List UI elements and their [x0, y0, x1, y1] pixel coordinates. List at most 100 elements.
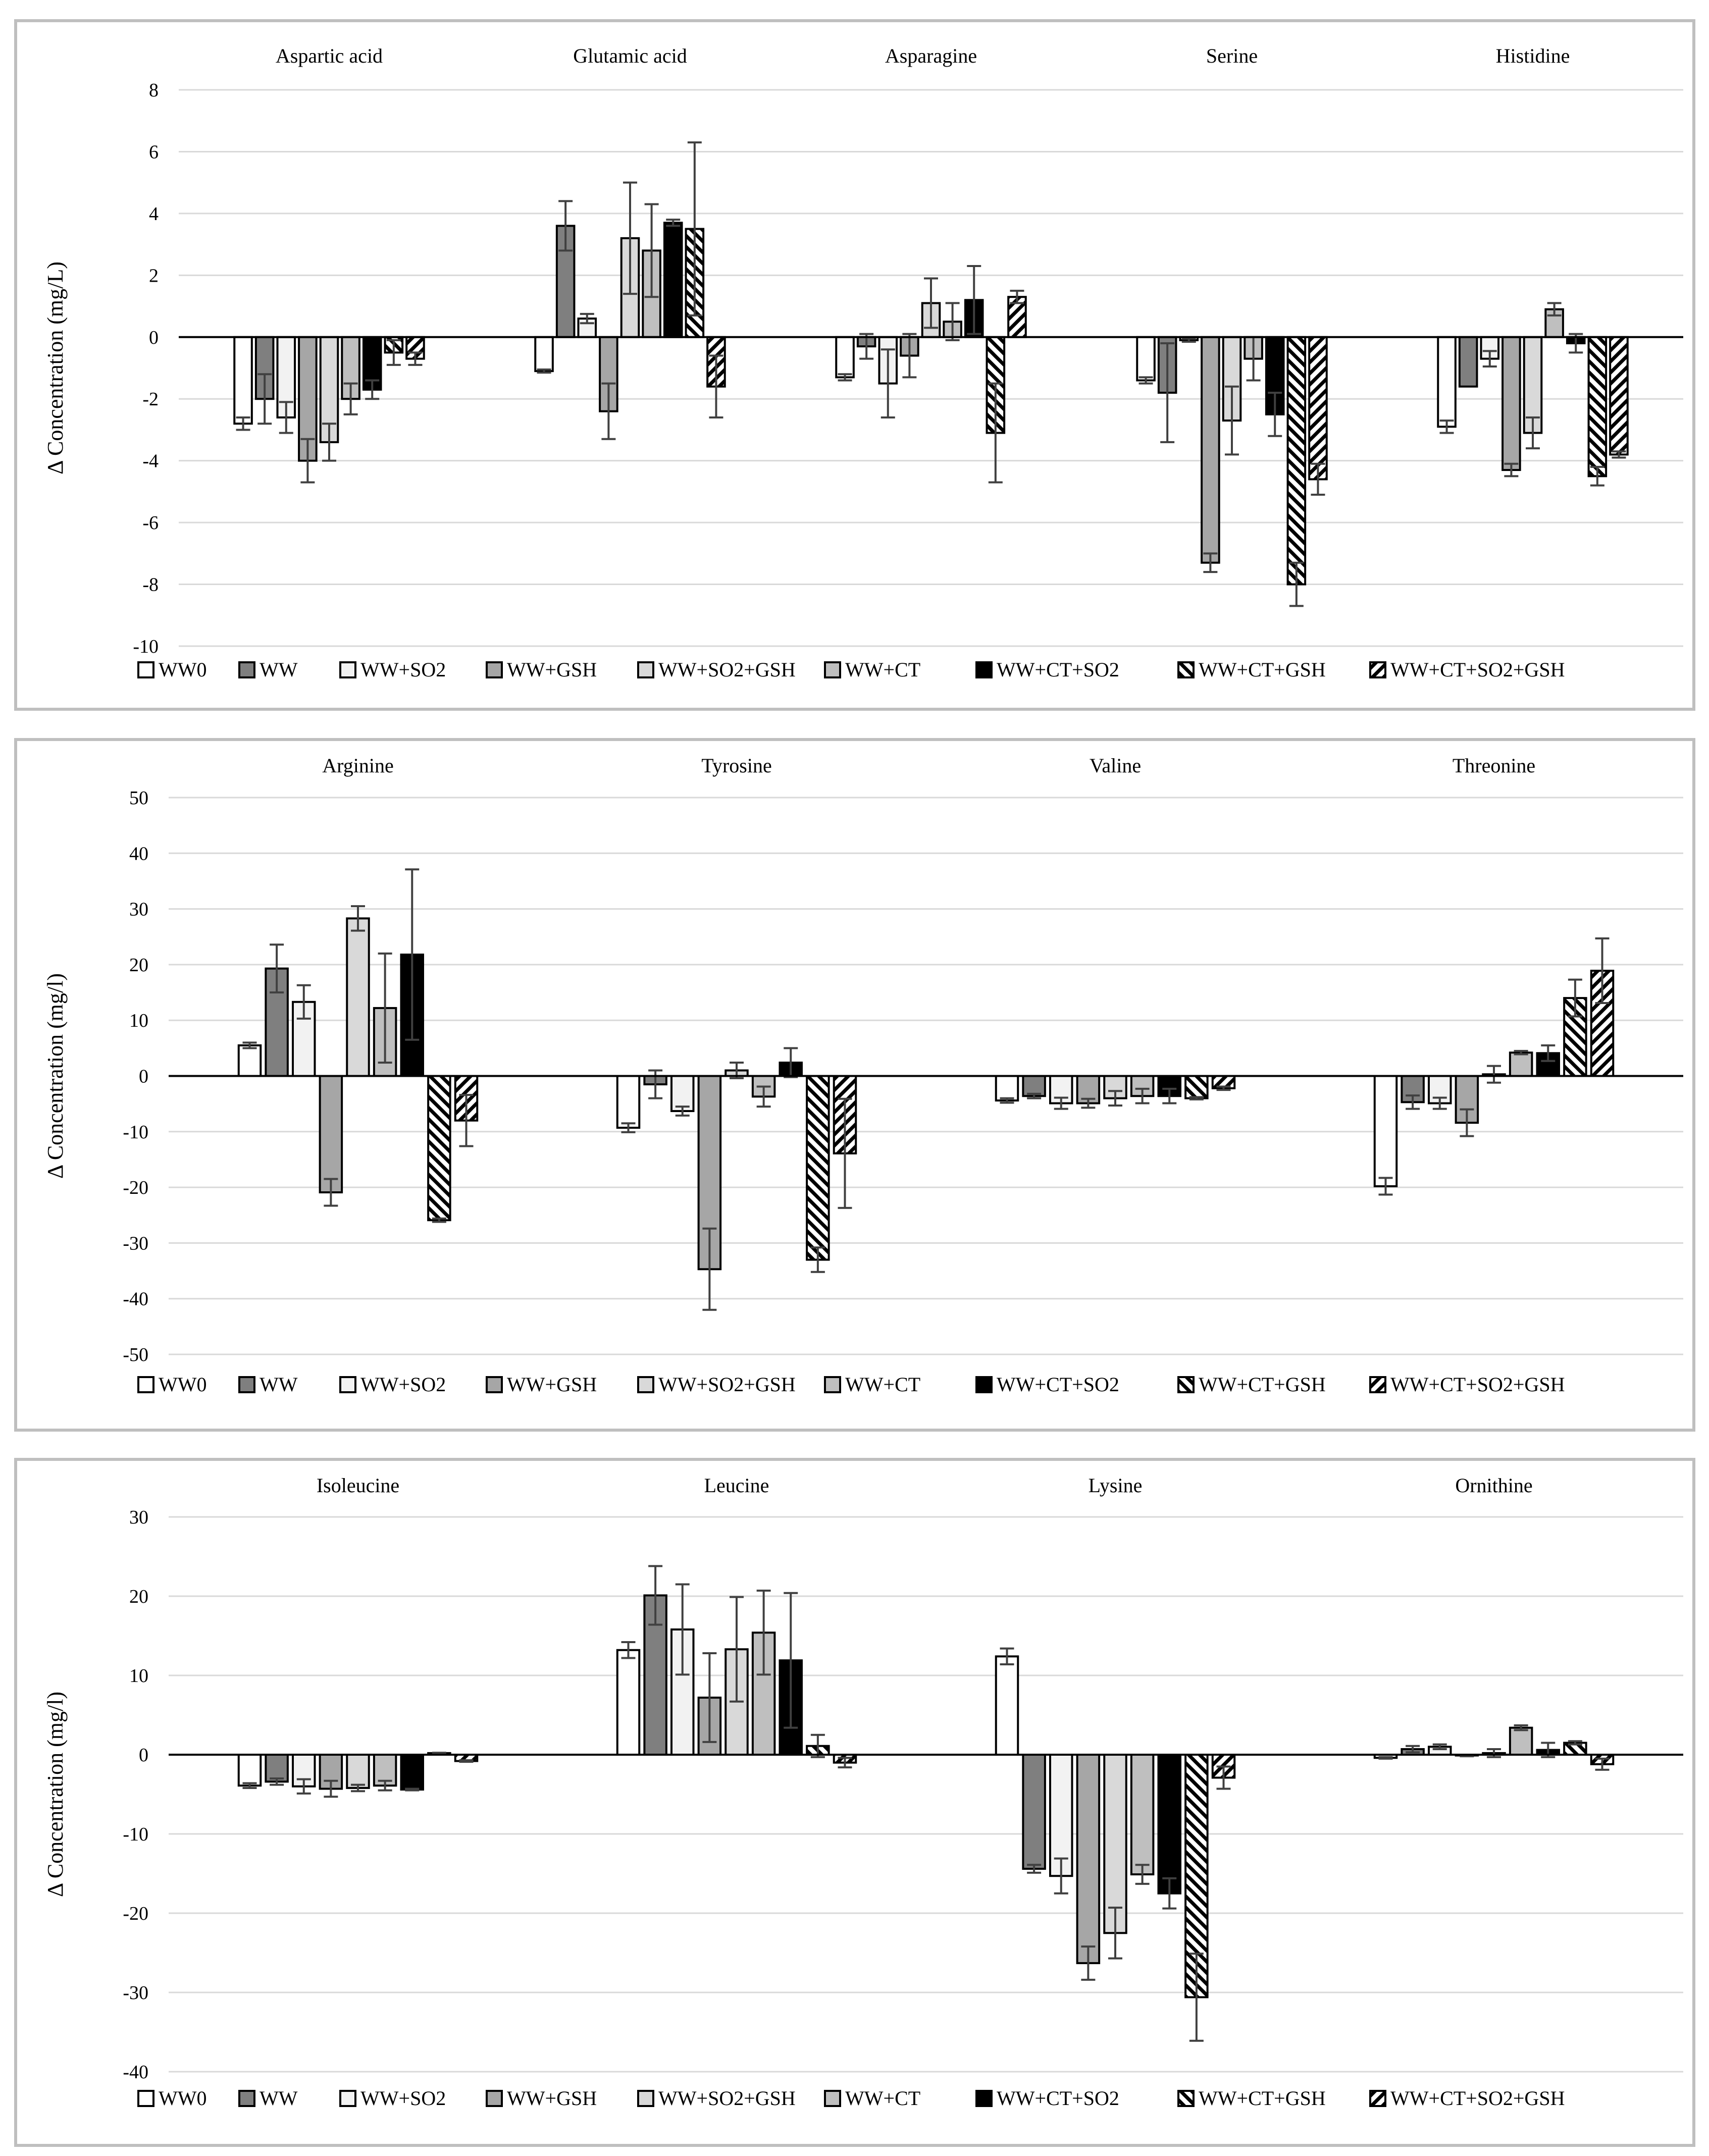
- y-tick-label: 0: [139, 1066, 148, 1087]
- bar-isoleucine-ww0: [237, 1754, 262, 1787]
- legend-label-ww: WW: [260, 658, 298, 681]
- y-tick-label: 2: [149, 265, 159, 286]
- chart-panel-top: 8 6 4 2 0 -2 -4 -6 -8 -10 Δ Concentration (mg/L) As…: [14, 19, 1695, 711]
- bar-lysine-ww-so2: [1049, 1754, 1073, 1877]
- legend-swatch-ww-so2-gsh: [637, 661, 654, 678]
- legend-label-ww-ct-gsh: WW+CT+GSH: [1199, 658, 1326, 681]
- bar-lysine-ww: [1022, 1754, 1046, 1870]
- legend-swatch-ww-so2: [339, 661, 356, 678]
- legend-label-ww-ct-so2: WW+CT+SO2: [997, 658, 1119, 681]
- legend-label-ww-gsh: WW+GSH: [507, 2087, 597, 2110]
- y-tick-label: -40: [123, 1289, 148, 1310]
- bar-valine-ww-ct-gsh: [1184, 1075, 1209, 1099]
- legend-swatch-ww-ct-so2: [975, 1376, 993, 1393]
- legend-label-ww-ct-so2-gsh: WW+CT+SO2+GSH: [1390, 658, 1565, 681]
- chart-panel-bottom: 30 20 10 0 -10 -20 -30 -40 Δ Concentration (mg/l…: [14, 1458, 1695, 2147]
- legend-label-ww: WW: [260, 1373, 298, 1396]
- legend-label-ww-ct-so2: WW+CT+SO2: [997, 2087, 1119, 2110]
- legend-swatch-ww: [238, 661, 255, 678]
- legend-swatch-ww-ct: [824, 661, 841, 678]
- legend-swatch-ww-ct: [824, 1376, 841, 1393]
- legend-swatch-ww-gsh: [486, 661, 503, 678]
- y-tick-label: 40: [129, 843, 148, 864]
- y-tick-label: 8: [149, 80, 159, 101]
- y-tick-label: -6: [142, 512, 159, 534]
- legend-swatch-ww-ct-gsh: [1177, 661, 1195, 678]
- bar-threonine-ww0: [1373, 1075, 1398, 1187]
- legend-swatch-ww: [238, 1376, 255, 1393]
- bar-histidine-ww0: [1437, 336, 1457, 428]
- y-tick-label: 20: [129, 1586, 148, 1607]
- y-tick-label: -8: [142, 574, 159, 596]
- legend-swatch-ww0: [137, 1376, 154, 1393]
- legend-label-ww-ct-gsh: WW+CT+GSH: [1199, 2087, 1326, 2110]
- bar-histidine-ww: [1458, 336, 1478, 388]
- y-tick-label: -2: [142, 389, 159, 410]
- y-tick-label: -20: [123, 1177, 148, 1198]
- bar-valine-ww0: [995, 1075, 1019, 1102]
- y-tick-label: -40: [123, 2062, 148, 2083]
- legend-label-ww0: WW0: [159, 2087, 207, 2110]
- y-tick-label: -30: [123, 1233, 148, 1254]
- category-label-histidine: Histidine: [1496, 44, 1570, 67]
- category-label-arginine: Arginine: [322, 754, 393, 777]
- legend-label-ww-ct-so2-gsh: WW+CT+SO2+GSH: [1390, 2087, 1565, 2110]
- bar-aspartic-acid-ww0: [233, 336, 253, 425]
- legend-swatch-ww-ct-so2-gsh: [1369, 661, 1386, 678]
- category-label-threonine: Threonine: [1453, 754, 1535, 777]
- legend-swatch-ww-so2: [339, 2090, 356, 2107]
- bar-glutamic-acid-ww: [555, 225, 576, 338]
- bar-serine-ww-ct-so2-gsh: [1308, 336, 1328, 481]
- y-tick-label: 30: [129, 1507, 148, 1528]
- bar-arginine-ww-ct-gsh: [427, 1075, 451, 1222]
- bar-serine-ww0: [1136, 336, 1156, 382]
- bar-histidine-ww-ct-gsh: [1587, 336, 1608, 478]
- bar-arginine-ww0: [237, 1044, 262, 1077]
- bar-isoleucine-ww-ct-so2: [400, 1754, 424, 1791]
- y-tick-label: 10: [129, 1665, 148, 1687]
- legend-swatch-ww-ct: [824, 2090, 841, 2107]
- y-tick-label: -10: [133, 636, 159, 657]
- category-label-lysine: Lysine: [1089, 1474, 1143, 1497]
- legend-swatch-ww-so2-gsh: [637, 2090, 654, 2107]
- legend-swatch-ww-gsh: [486, 1376, 503, 1393]
- bar-isoleucine-ww-so2-gsh: [346, 1754, 370, 1789]
- legend-label-ww-ct-so2: WW+CT+SO2: [997, 1373, 1119, 1396]
- category-label-aspartic-acid: Aspartic acid: [276, 44, 383, 67]
- legend-label-ww: WW: [260, 2087, 298, 2110]
- chart-free-amino-acids-1: 8 6 4 2 0 -2 -4 -6 -8 -10 Δ Concentration (mg/L) As…: [43, 44, 1683, 681]
- bar-arginine-ww-gsh: [319, 1075, 343, 1194]
- bar-tyrosine-ww0: [616, 1075, 641, 1129]
- legend-label-ww-ct: WW+CT: [845, 1373, 920, 1396]
- y-tick-label: 30: [129, 899, 148, 920]
- legend-label-ww-ct-gsh: WW+CT+GSH: [1199, 1373, 1326, 1396]
- legend-label-ww-ct: WW+CT: [845, 658, 920, 681]
- y-axis-label: Δ Concentration (mg/l): [43, 1692, 68, 1897]
- legend-swatch-ww-ct-so2: [975, 661, 993, 678]
- chart-free-amino-acids-2: 50 40 30 20 10 0 -10 -20 -30 -40 -50 Δ Concentratio…: [43, 754, 1683, 1396]
- bar-glutamic-acid-ww0: [534, 336, 554, 373]
- legend-swatch-ww-ct-so2: [975, 2090, 993, 2107]
- category-label-glutamic-acid: Glutamic acid: [573, 44, 687, 67]
- category-label-ornithine: Ornithine: [1455, 1474, 1532, 1497]
- legend-swatch-ww-so2: [339, 1376, 356, 1393]
- legend-label-ww-gsh: WW+GSH: [507, 658, 597, 681]
- y-tick-label: -10: [123, 1824, 148, 1845]
- y-tick-label: 4: [149, 203, 159, 225]
- y-tick-label: 0: [139, 1745, 148, 1766]
- bar-glutamic-acid-ww-ct-so2: [663, 222, 683, 338]
- legend-swatch-ww-so2-gsh: [637, 1376, 654, 1393]
- legend-swatch-ww: [238, 2090, 255, 2107]
- legend-swatch-ww-gsh: [486, 2090, 503, 2107]
- y-tick-label: 0: [149, 327, 159, 348]
- category-label-tyrosine: Tyrosine: [701, 754, 771, 777]
- bar-arginine-ww-so2-gsh: [346, 917, 370, 1077]
- y-tick-label: -20: [123, 1903, 148, 1924]
- y-tick-label: -10: [123, 1122, 148, 1143]
- bar-lysine-ww-ct-so2: [1157, 1754, 1181, 1895]
- legend-label-ww-gsh: WW+GSH: [507, 1373, 597, 1396]
- y-tick-label: 50: [129, 787, 148, 809]
- legend-label-ww-so2-gsh: WW+SO2+GSH: [658, 1373, 796, 1396]
- legend-label-ww-ct: WW+CT: [845, 2087, 920, 2110]
- y-tick-label: 6: [149, 141, 159, 163]
